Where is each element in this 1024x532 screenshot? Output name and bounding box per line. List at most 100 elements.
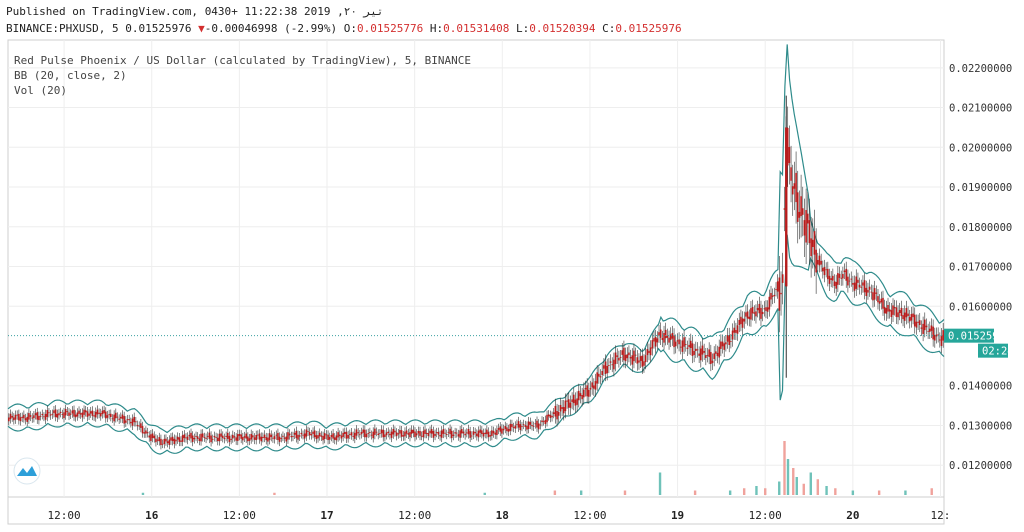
candle-body xyxy=(626,354,629,359)
candle-body xyxy=(300,432,303,435)
candle-body xyxy=(123,416,125,424)
candle-body xyxy=(536,420,538,428)
candle-body xyxy=(593,385,595,389)
candle-body xyxy=(278,436,281,442)
candle-body xyxy=(54,409,57,417)
candle-body xyxy=(44,413,47,420)
candle-body xyxy=(641,355,644,367)
candle-body xyxy=(840,277,843,279)
candle-body xyxy=(492,430,495,434)
candle-body xyxy=(190,432,192,439)
candle-body xyxy=(940,335,943,346)
candle-body xyxy=(379,433,381,435)
candle-body xyxy=(733,327,736,333)
candle-body xyxy=(322,435,324,441)
candle-body xyxy=(43,416,45,418)
tradingview-logo-icon[interactable] xyxy=(13,457,41,485)
candle-body xyxy=(873,288,876,300)
candle-body xyxy=(196,436,199,439)
volume-bar xyxy=(792,468,795,495)
candle-body xyxy=(447,431,450,433)
candle-body xyxy=(928,328,931,332)
candle-body xyxy=(614,352,617,365)
y-tick-label: 0.02000000 xyxy=(949,142,1012,154)
candle-body xyxy=(684,344,687,345)
high-value: 0.01531408 xyxy=(443,22,510,35)
candle-body xyxy=(312,431,314,434)
high-label: H: xyxy=(429,22,444,35)
countdown-badge-label: 02:24 xyxy=(982,346,1014,358)
candle-body xyxy=(39,415,42,417)
candle-body xyxy=(666,335,669,338)
y-tick-label: 0.01600000 xyxy=(949,301,1012,313)
candle-body xyxy=(701,345,704,355)
candle-body xyxy=(776,281,779,292)
candle-body xyxy=(21,416,24,418)
candle-body xyxy=(109,413,112,418)
candle-body xyxy=(303,433,306,439)
candle-body xyxy=(175,439,177,442)
y-tick-label: 0.01700000 xyxy=(949,262,1012,274)
candle-body xyxy=(417,430,420,434)
bb-lower-band xyxy=(7,234,945,455)
candle-body xyxy=(183,434,186,439)
candle-body xyxy=(238,433,241,436)
candle-body xyxy=(586,385,588,397)
volume-bar xyxy=(802,483,805,495)
candle-body xyxy=(108,414,110,416)
volume-bar xyxy=(693,490,697,495)
volume-bar xyxy=(623,490,627,495)
candle-body xyxy=(460,429,463,434)
candle-body xyxy=(181,435,184,442)
candle-body xyxy=(736,325,739,334)
candle-body xyxy=(48,412,50,414)
candle-body xyxy=(798,211,801,218)
candle-body xyxy=(23,414,25,419)
candle-body xyxy=(644,355,647,363)
candle-body xyxy=(277,432,279,441)
candle-body xyxy=(808,220,811,244)
candle-body xyxy=(257,434,259,436)
candle-body xyxy=(424,429,426,434)
candle-body xyxy=(795,172,797,203)
candle-body xyxy=(875,292,878,294)
candle-body xyxy=(766,307,769,312)
ticker: BINANCE:PHXUSD, 5 xyxy=(6,22,119,35)
candle-body xyxy=(292,436,294,437)
candle-body xyxy=(128,419,130,421)
candle-body xyxy=(69,413,72,415)
vol-legend[interactable]: Vol (20) xyxy=(14,84,67,97)
candle-body xyxy=(658,332,660,336)
candle-body xyxy=(486,429,488,435)
symbol-legend[interactable]: Red Pulse Phoenix / US Dollar (calculate… xyxy=(14,54,471,67)
candle-body xyxy=(715,351,717,354)
candle-body xyxy=(168,439,171,445)
candle-body xyxy=(768,296,771,310)
candle-body xyxy=(467,429,470,435)
candle-body xyxy=(608,365,610,366)
candle-body xyxy=(228,435,231,442)
candle-body xyxy=(705,355,707,358)
candle-body xyxy=(18,413,20,421)
candle-body xyxy=(335,435,338,441)
candle-body xyxy=(788,147,791,163)
candle-body xyxy=(511,424,513,428)
candle-body xyxy=(355,429,358,436)
candle-body xyxy=(554,405,557,417)
candle-body xyxy=(225,435,227,437)
candle-body xyxy=(551,415,553,418)
bb-legend[interactable]: BB (20, close, 2) xyxy=(14,69,127,82)
candle-body xyxy=(706,354,709,356)
candle-body xyxy=(211,438,214,440)
candle-body xyxy=(872,292,874,301)
candle-body xyxy=(347,434,349,439)
candle-body xyxy=(656,338,659,343)
candle-body xyxy=(445,434,448,435)
close-value: 0.01525976 xyxy=(615,22,682,35)
candle-body xyxy=(817,260,819,265)
volume-bar xyxy=(816,479,819,495)
candle-body xyxy=(377,433,380,436)
candle-body xyxy=(489,435,492,437)
candle-body xyxy=(201,433,204,438)
